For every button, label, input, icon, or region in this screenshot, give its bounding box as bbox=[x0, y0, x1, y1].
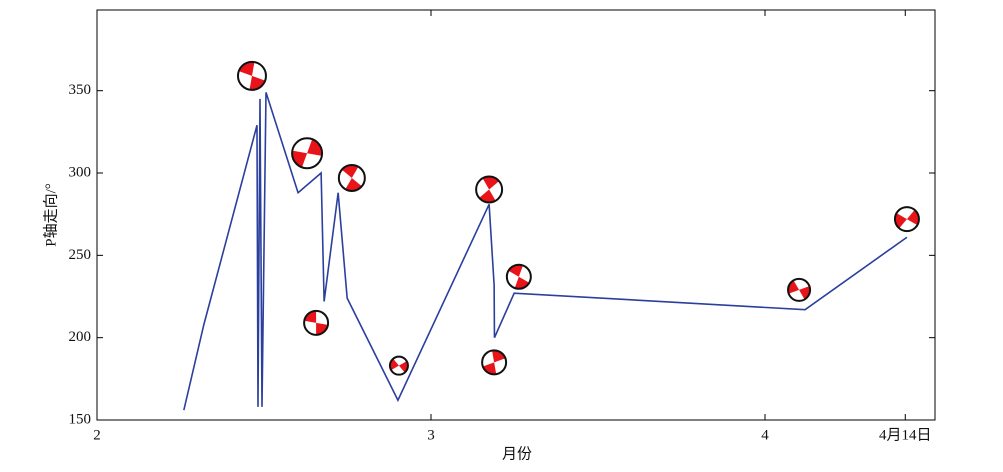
y-tick-label: 200 bbox=[69, 329, 92, 345]
x-tick-label: 3 bbox=[427, 427, 435, 443]
beachball-ring bbox=[337, 163, 366, 192]
x-tick-label: 4月14日 bbox=[879, 427, 932, 443]
beachball bbox=[291, 137, 324, 170]
x-tick-label: 2 bbox=[93, 427, 101, 443]
y-tick-label: 300 bbox=[69, 164, 92, 180]
y-tick-label: 150 bbox=[69, 411, 92, 427]
beachball-quadrant bbox=[304, 310, 317, 323]
beachball-quadrant bbox=[341, 164, 359, 178]
beachball bbox=[303, 309, 330, 336]
y-tick-label: 250 bbox=[69, 247, 92, 263]
beachball-ring bbox=[505, 263, 532, 290]
beachball-quadrant bbox=[479, 189, 496, 203]
beachball-ring bbox=[303, 309, 330, 336]
beachball-quadrant bbox=[389, 358, 399, 371]
beachball-quadrant bbox=[398, 361, 408, 373]
beachball-quadrant bbox=[345, 177, 362, 191]
beachball bbox=[337, 163, 366, 192]
beachball bbox=[893, 206, 920, 233]
beachball bbox=[505, 263, 532, 290]
beachball bbox=[388, 355, 409, 376]
x-tick-label: 4 bbox=[761, 427, 769, 443]
beachball-ring bbox=[236, 60, 267, 91]
y-axis-label: P轴走向/° bbox=[42, 183, 59, 247]
beachball-ring bbox=[893, 206, 920, 233]
beachball-quadrant bbox=[906, 209, 919, 226]
beachball-ring bbox=[481, 349, 508, 376]
beachball bbox=[236, 60, 267, 91]
beachball-quadrant bbox=[482, 176, 500, 190]
beachball-ring bbox=[787, 277, 812, 302]
beachball-ring bbox=[475, 175, 504, 204]
plot-frame bbox=[96, 9, 936, 421]
x-axis-label: 月份 bbox=[502, 445, 532, 462]
beachball bbox=[475, 175, 504, 204]
beachball-ring bbox=[388, 355, 409, 376]
beachball-ring bbox=[291, 137, 324, 170]
beachball bbox=[787, 277, 812, 302]
beachball-quadrant bbox=[316, 322, 328, 335]
beachball bbox=[481, 349, 508, 376]
data-line bbox=[183, 92, 908, 411]
beachball-quadrant bbox=[894, 213, 907, 229]
y-tick-label: 350 bbox=[69, 82, 92, 98]
